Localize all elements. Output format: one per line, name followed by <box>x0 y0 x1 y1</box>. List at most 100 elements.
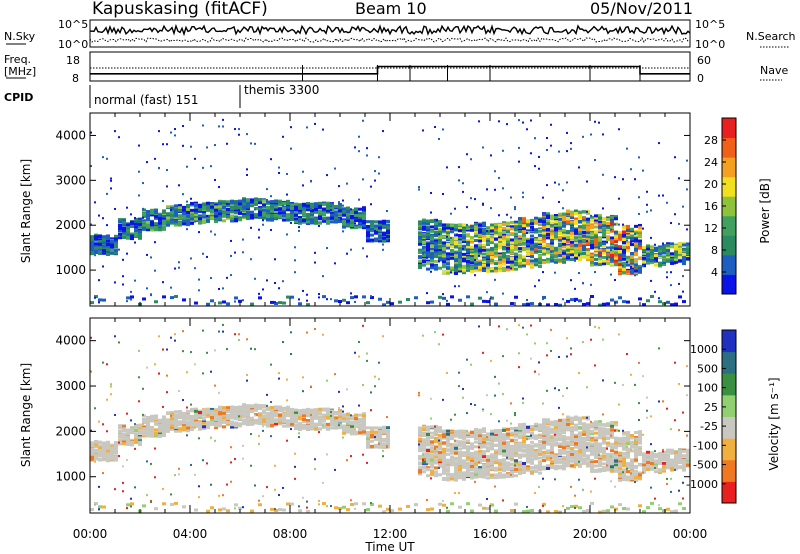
power-cell <box>474 198 476 201</box>
power-cell <box>510 232 514 236</box>
power-cell <box>442 257 446 261</box>
velocity-cell <box>222 414 226 418</box>
power-ylabel: Slant Range [km] <box>19 159 33 263</box>
velocity-cell <box>150 429 154 433</box>
velocity-cell <box>230 416 234 420</box>
power-cell <box>614 230 618 234</box>
power-cell <box>106 237 110 241</box>
power-cell <box>670 261 674 265</box>
power-cell <box>470 238 474 242</box>
velocity-cell <box>210 483 212 486</box>
velocity-cell <box>270 423 274 427</box>
velocity-cell <box>106 443 110 447</box>
velocity-cell <box>246 415 250 419</box>
power-cell <box>206 302 210 306</box>
power-cell <box>646 244 650 248</box>
power-cell <box>446 270 450 274</box>
velocity-cell <box>230 423 234 427</box>
power-cell <box>550 253 554 257</box>
power-cell <box>270 213 274 217</box>
power-cell <box>198 231 200 234</box>
power-cell <box>234 199 238 203</box>
power-cell <box>670 242 674 246</box>
power-cell <box>666 256 670 260</box>
power-cell <box>150 223 154 227</box>
velocity-cell <box>182 411 186 415</box>
velocity-cell <box>186 426 190 430</box>
velocity-cell <box>286 378 288 381</box>
power-cell <box>194 301 198 305</box>
power-cell <box>206 205 210 209</box>
power-cell <box>562 189 564 192</box>
power-cell <box>578 254 580 257</box>
power-cell <box>130 295 134 299</box>
power-cell <box>90 131 92 134</box>
power-cell <box>550 232 554 236</box>
power-cell <box>622 267 626 271</box>
power-cell <box>190 201 194 205</box>
power-cell <box>354 300 356 303</box>
power-cell <box>430 211 432 214</box>
nave-tick-high: 60 <box>697 54 711 67</box>
power-cell <box>270 200 274 204</box>
power-cell <box>158 226 162 230</box>
power-cell <box>442 293 444 296</box>
power-cell <box>630 230 634 234</box>
power-cell <box>362 247 364 250</box>
velocity-cell <box>170 493 172 496</box>
power-cell <box>626 227 630 231</box>
power-cell <box>514 247 518 251</box>
power-cell <box>510 267 512 270</box>
velocity-cell <box>282 410 284 413</box>
power-cell <box>666 201 668 204</box>
velocity-cell <box>106 458 110 462</box>
power-cell <box>618 258 622 262</box>
power-cell <box>290 206 294 210</box>
power-cell <box>370 203 372 206</box>
power-cell <box>270 158 272 161</box>
velocity-cell <box>282 412 286 416</box>
power-cell <box>530 262 534 266</box>
power-cell <box>446 242 450 246</box>
power-cell <box>506 260 510 264</box>
power-cell <box>618 263 622 267</box>
power-cell <box>634 178 636 181</box>
velocity-cell <box>262 418 266 422</box>
power-cell <box>462 182 464 185</box>
power-cell <box>510 238 514 242</box>
power-cell <box>618 197 620 200</box>
power-cell <box>306 218 310 222</box>
power-cell <box>466 238 470 242</box>
velocity-cell <box>246 338 248 341</box>
power-cell <box>198 221 202 225</box>
power-cell <box>222 200 226 204</box>
power-cell <box>338 300 342 304</box>
power-cell <box>434 267 438 271</box>
power-cell <box>586 222 590 226</box>
power-cell <box>178 206 182 210</box>
power-cell <box>430 229 434 233</box>
power-cell <box>438 230 442 234</box>
power-cell <box>530 259 534 263</box>
velocity-cell <box>118 426 122 430</box>
power-cell <box>462 236 466 240</box>
velocity-cell <box>210 416 214 420</box>
power-cell <box>366 237 370 241</box>
power-cell <box>210 230 212 233</box>
power-cell <box>466 267 470 271</box>
power-cell <box>526 252 530 256</box>
power-cell <box>574 248 578 252</box>
power-cell <box>506 123 508 126</box>
velocity-cell <box>126 429 130 433</box>
power-cell <box>574 243 578 247</box>
power-cell <box>214 202 218 206</box>
power-cell <box>106 234 110 238</box>
power-cell <box>550 259 554 263</box>
power-cell <box>422 232 426 236</box>
power-cell <box>458 253 462 257</box>
power-cell <box>426 250 430 254</box>
power-cell <box>362 219 366 223</box>
power-ytick-label: 4000 <box>55 128 86 142</box>
power-cell <box>446 246 450 250</box>
power-cell <box>486 235 490 239</box>
